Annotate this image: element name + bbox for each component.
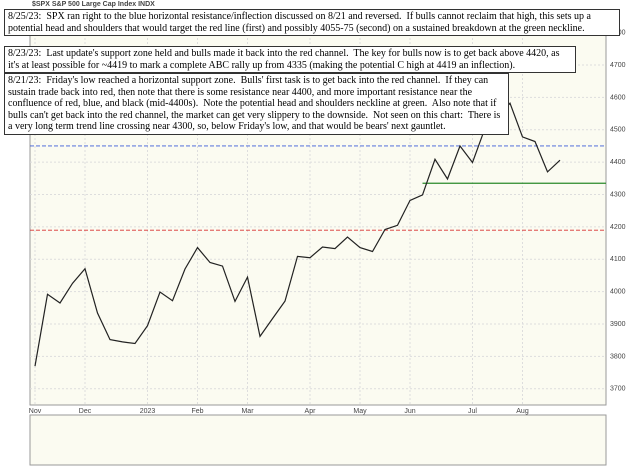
x-tick-label: Dec — [79, 408, 92, 415]
x-tick-label: Jul — [468, 408, 477, 415]
annotation: 8/23/23: Last update's support zone held… — [4, 46, 576, 73]
y-tick-label: 4300 — [610, 191, 626, 198]
y-tick-label: 4100 — [610, 256, 626, 263]
annotation: 8/25/23: SPX ran right to the blue horiz… — [4, 9, 620, 36]
x-tick-label: Mar — [241, 408, 254, 415]
y-tick-label: 3700 — [610, 386, 626, 393]
y-tick-label: 4500 — [610, 127, 626, 134]
y-tick-label: 4700 — [610, 62, 626, 69]
y-tick-label: 3800 — [610, 353, 626, 360]
y-tick-label: 3900 — [610, 321, 626, 328]
indicator-panel — [29, 414, 607, 466]
x-tick-label: Feb — [191, 408, 203, 415]
x-tick-label: May — [353, 408, 367, 415]
y-tick-label: 4600 — [610, 94, 626, 101]
x-tick-label: 2023 — [140, 408, 156, 415]
price-line — [34, 102, 561, 367]
y-tick-label: 4400 — [610, 159, 626, 166]
y-tick-label: 4200 — [610, 224, 626, 231]
x-tick-label: Jun — [404, 408, 415, 415]
annotation: 8/21/23: Friday's low reached a horizont… — [4, 73, 509, 135]
y-tick-label: 4000 — [610, 289, 626, 296]
x-tick-label: Nov — [29, 408, 42, 415]
x-tick-label: Apr — [305, 408, 317, 415]
chart-title: $SPX S&P 500 Large Cap Index INDX — [32, 1, 155, 8]
x-tick-label: Aug — [516, 408, 529, 415]
